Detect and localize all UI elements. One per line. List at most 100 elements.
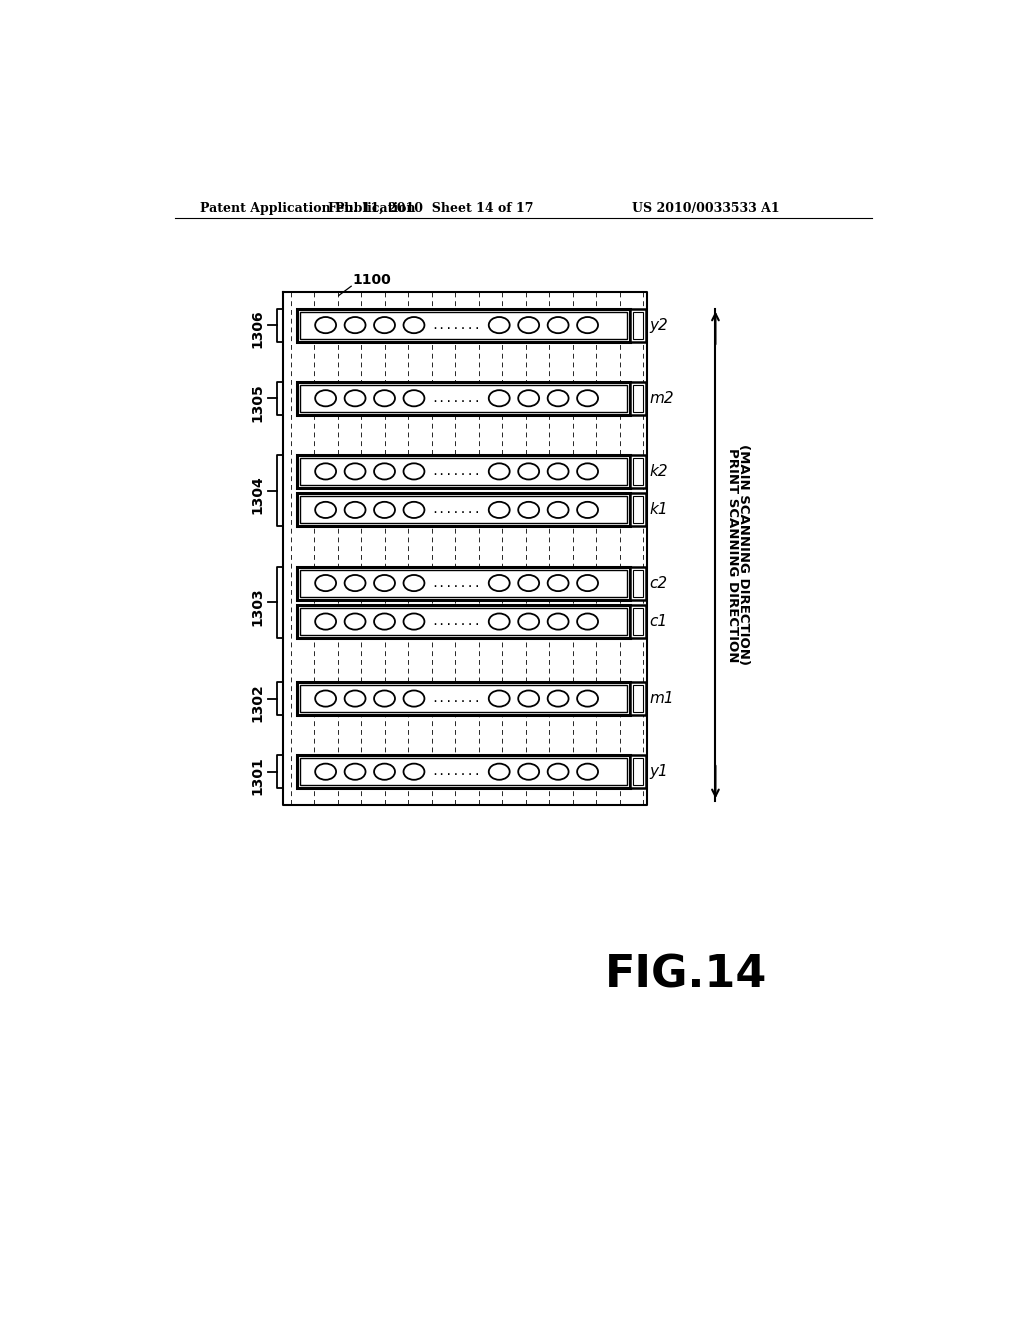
Ellipse shape xyxy=(548,614,568,630)
Text: .......: ....... xyxy=(432,465,481,478)
Ellipse shape xyxy=(488,463,510,479)
Ellipse shape xyxy=(345,576,366,591)
Text: .......: ....... xyxy=(432,318,481,331)
Polygon shape xyxy=(630,309,646,342)
Ellipse shape xyxy=(403,391,424,407)
Ellipse shape xyxy=(548,690,568,706)
Text: PRINT SCANNING DIRECTION: PRINT SCANNING DIRECTION xyxy=(726,447,739,663)
Ellipse shape xyxy=(374,502,395,517)
Ellipse shape xyxy=(315,463,336,479)
Polygon shape xyxy=(300,758,627,785)
Ellipse shape xyxy=(374,576,395,591)
Text: Feb. 11, 2010  Sheet 14 of 17: Feb. 11, 2010 Sheet 14 of 17 xyxy=(328,202,534,215)
Polygon shape xyxy=(300,609,627,635)
Ellipse shape xyxy=(578,391,598,407)
Text: c1: c1 xyxy=(649,614,668,630)
Text: 1100: 1100 xyxy=(352,273,391,286)
Ellipse shape xyxy=(403,576,424,591)
Ellipse shape xyxy=(578,690,598,706)
Ellipse shape xyxy=(315,763,336,780)
Text: 1302: 1302 xyxy=(251,684,264,722)
Polygon shape xyxy=(300,312,627,339)
Ellipse shape xyxy=(578,502,598,517)
Text: 1301: 1301 xyxy=(251,756,264,795)
Text: k1: k1 xyxy=(649,503,669,517)
Polygon shape xyxy=(630,455,646,488)
Ellipse shape xyxy=(548,502,568,517)
Ellipse shape xyxy=(403,317,424,333)
Ellipse shape xyxy=(548,463,568,479)
Polygon shape xyxy=(297,309,630,342)
Ellipse shape xyxy=(518,391,540,407)
Ellipse shape xyxy=(345,690,366,706)
Ellipse shape xyxy=(488,502,510,517)
Polygon shape xyxy=(297,682,630,715)
Ellipse shape xyxy=(315,391,336,407)
Ellipse shape xyxy=(488,317,510,333)
Ellipse shape xyxy=(488,763,510,780)
Ellipse shape xyxy=(403,763,424,780)
Polygon shape xyxy=(300,458,627,484)
Polygon shape xyxy=(297,494,630,527)
Ellipse shape xyxy=(403,463,424,479)
Text: .......: ....... xyxy=(432,503,481,516)
Text: y2: y2 xyxy=(649,318,669,333)
Text: c2: c2 xyxy=(649,576,668,590)
Polygon shape xyxy=(633,570,643,597)
Text: .......: ....... xyxy=(432,615,481,628)
Polygon shape xyxy=(630,494,646,527)
Polygon shape xyxy=(300,385,627,412)
Polygon shape xyxy=(297,605,630,638)
Ellipse shape xyxy=(345,502,366,517)
Polygon shape xyxy=(633,312,643,339)
Ellipse shape xyxy=(403,690,424,706)
Polygon shape xyxy=(630,381,646,414)
Ellipse shape xyxy=(374,614,395,630)
Text: 1304: 1304 xyxy=(251,475,264,513)
Text: FIG.14: FIG.14 xyxy=(605,953,767,997)
Ellipse shape xyxy=(374,690,395,706)
Ellipse shape xyxy=(578,463,598,479)
Polygon shape xyxy=(297,566,630,599)
Polygon shape xyxy=(633,385,643,412)
Ellipse shape xyxy=(518,690,540,706)
Ellipse shape xyxy=(548,317,568,333)
Polygon shape xyxy=(300,496,627,524)
Ellipse shape xyxy=(315,614,336,630)
Ellipse shape xyxy=(488,614,510,630)
Ellipse shape xyxy=(548,391,568,407)
Ellipse shape xyxy=(374,391,395,407)
Polygon shape xyxy=(630,755,646,788)
Text: m1: m1 xyxy=(649,692,674,706)
Ellipse shape xyxy=(488,690,510,706)
Polygon shape xyxy=(297,455,630,488)
Text: 1305: 1305 xyxy=(251,383,264,421)
Text: k2: k2 xyxy=(649,463,669,479)
Ellipse shape xyxy=(345,463,366,479)
Text: 1306: 1306 xyxy=(251,310,264,348)
Ellipse shape xyxy=(578,317,598,333)
Ellipse shape xyxy=(315,576,336,591)
Ellipse shape xyxy=(548,576,568,591)
Text: .......: ....... xyxy=(432,392,481,405)
Ellipse shape xyxy=(374,463,395,479)
Polygon shape xyxy=(630,605,646,638)
Ellipse shape xyxy=(518,317,540,333)
Ellipse shape xyxy=(518,463,540,479)
Polygon shape xyxy=(297,381,630,414)
Polygon shape xyxy=(630,682,646,715)
Polygon shape xyxy=(297,755,630,788)
Ellipse shape xyxy=(345,763,366,780)
Text: .......: ....... xyxy=(432,766,481,779)
Text: Patent Application Publication: Patent Application Publication xyxy=(200,202,416,215)
Ellipse shape xyxy=(403,502,424,517)
Polygon shape xyxy=(633,685,643,711)
Ellipse shape xyxy=(488,576,510,591)
Ellipse shape xyxy=(578,614,598,630)
Ellipse shape xyxy=(403,614,424,630)
Polygon shape xyxy=(630,566,646,599)
Text: m2: m2 xyxy=(649,391,674,405)
Ellipse shape xyxy=(315,502,336,517)
Text: .......: ....... xyxy=(432,692,481,705)
Ellipse shape xyxy=(488,391,510,407)
